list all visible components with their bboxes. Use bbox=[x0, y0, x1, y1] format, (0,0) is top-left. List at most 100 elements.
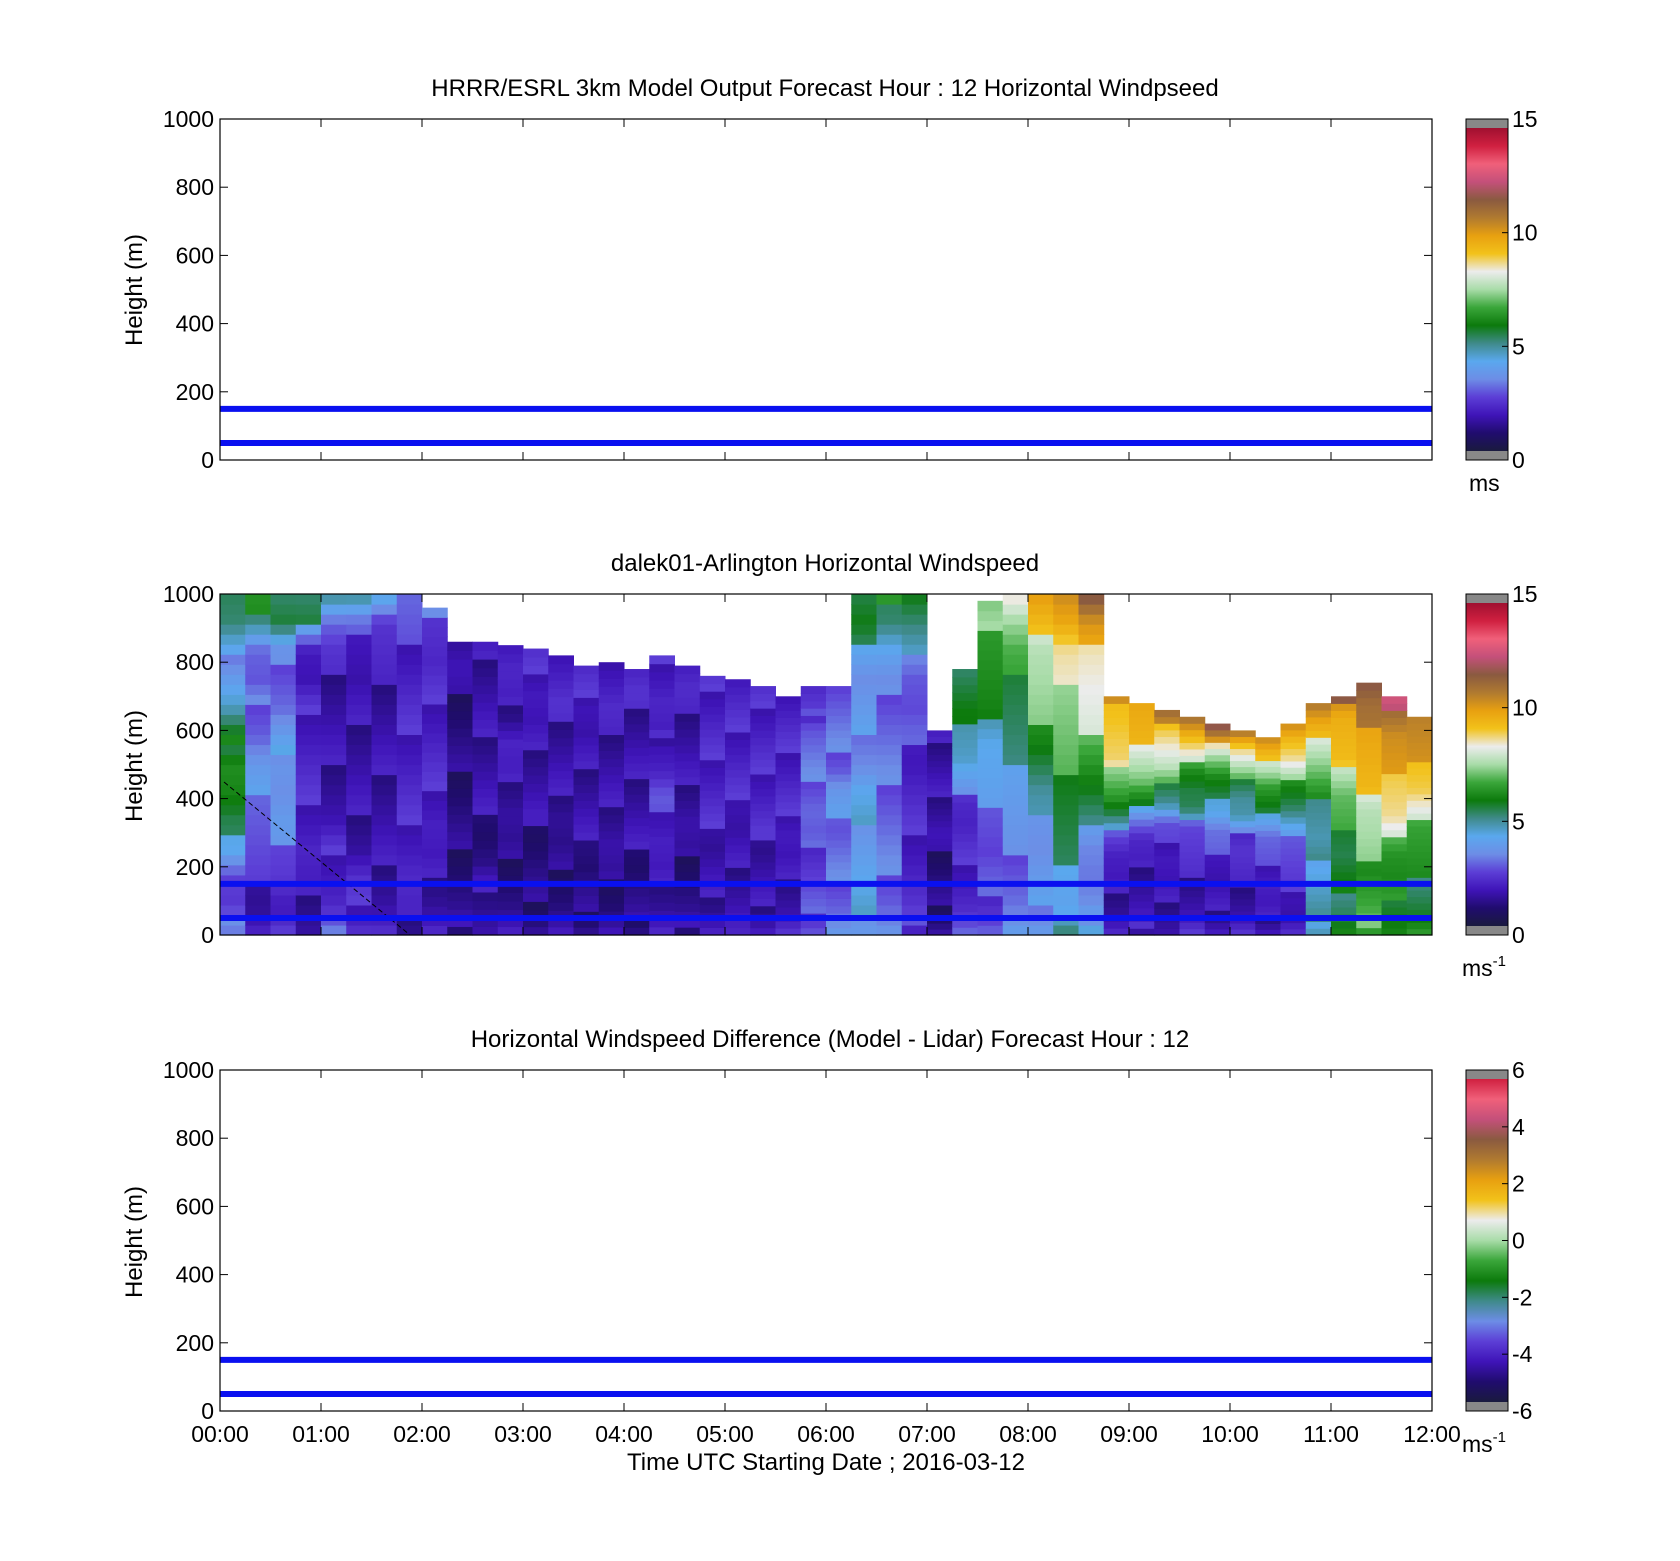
heatmap-cell bbox=[1255, 783, 1281, 791]
heatmap-cell bbox=[472, 641, 499, 651]
heatmap-cell bbox=[649, 737, 675, 747]
heatmap-cell bbox=[598, 830, 625, 840]
heatmap-cell bbox=[977, 797, 1004, 808]
heatmap-cell bbox=[851, 634, 877, 645]
heatmap-cell bbox=[1204, 779, 1231, 787]
heatmap-cell bbox=[295, 734, 322, 746]
panel1-colorbar-overflow-cap bbox=[1466, 119, 1508, 128]
heatmap-cell bbox=[1204, 903, 1231, 911]
heatmap-cell bbox=[952, 778, 978, 787]
heatmap-cell bbox=[1381, 794, 1408, 803]
heatmap-cell bbox=[1103, 696, 1130, 704]
heatmap-cell bbox=[1179, 755, 1206, 763]
heatmap-cell bbox=[1331, 787, 1357, 796]
heatmap-cell bbox=[674, 673, 701, 683]
heatmap-cell bbox=[826, 854, 852, 863]
heatmap-cell bbox=[1204, 798, 1231, 806]
panel3-x-tick-label: 00:00 bbox=[191, 1421, 249, 1447]
heatmap-cell bbox=[548, 869, 574, 879]
heatmap-cell bbox=[371, 764, 398, 776]
heatmap-cell bbox=[321, 874, 347, 886]
heatmap-cell bbox=[699, 729, 726, 738]
heatmap-cell bbox=[270, 924, 297, 936]
heatmap-cell bbox=[1280, 729, 1307, 737]
heatmap-cell bbox=[876, 604, 903, 615]
heatmap-cell bbox=[1078, 864, 1105, 876]
heatmap-cell bbox=[371, 774, 398, 786]
heatmap-cell bbox=[699, 851, 726, 860]
heatmap-cell bbox=[598, 798, 625, 808]
heatmap-cell bbox=[523, 884, 549, 894]
heatmap-cell bbox=[1028, 784, 1054, 796]
heatmap-cell bbox=[800, 708, 827, 716]
heatmap-cell bbox=[321, 754, 347, 766]
heatmap-cell bbox=[422, 742, 448, 753]
heatmap-cell bbox=[876, 614, 903, 625]
heatmap-cell bbox=[371, 834, 398, 846]
heatmap-cell bbox=[826, 759, 852, 768]
heatmap-cell bbox=[750, 810, 776, 819]
heatmap-cell bbox=[220, 694, 246, 705]
heatmap-cell bbox=[1331, 885, 1357, 894]
heatmap-cell bbox=[826, 693, 852, 702]
heatmap-cell bbox=[245, 624, 271, 635]
panel-model-output: HRRR/ESRL 3km Model Output Forecast Hour… bbox=[121, 75, 1538, 496]
heatmap-cell bbox=[447, 719, 473, 729]
heatmap-cell bbox=[851, 624, 877, 635]
heatmap-cell bbox=[1179, 883, 1206, 891]
heatmap-cell bbox=[1129, 798, 1155, 807]
heatmap-cell bbox=[624, 692, 650, 701]
heatmap-cell bbox=[977, 679, 1004, 690]
heatmap-cell bbox=[371, 744, 398, 756]
heatmap-cell bbox=[573, 903, 600, 912]
heatmap-cell bbox=[497, 790, 524, 800]
heatmap-cell bbox=[346, 794, 372, 806]
heatmap-cell bbox=[1129, 791, 1155, 800]
heatmap-cell bbox=[295, 764, 322, 776]
heatmap-cell bbox=[573, 776, 600, 786]
heatmap-cell bbox=[1103, 808, 1130, 817]
panel1-colorbar-gradient bbox=[1466, 128, 1508, 451]
heatmap-cell bbox=[952, 739, 978, 748]
heatmap-cell bbox=[1078, 774, 1105, 786]
heatmap-cell bbox=[1179, 851, 1206, 859]
heatmap-cell bbox=[952, 872, 978, 881]
panel3-x-tick-label: 11:00 bbox=[1303, 1421, 1359, 1447]
heatmap-cell bbox=[775, 752, 802, 761]
heatmap-cell bbox=[220, 804, 246, 816]
heatmap-cell bbox=[220, 734, 246, 746]
heatmap-cell bbox=[497, 798, 524, 808]
heatmap-cell bbox=[1002, 714, 1029, 725]
heatmap-cell bbox=[927, 760, 953, 768]
heatmap-cell bbox=[497, 866, 524, 876]
heatmap-cell bbox=[750, 832, 776, 841]
heatmap-cell bbox=[1305, 839, 1332, 847]
heatmap-cell bbox=[422, 694, 448, 705]
heatmap-cell bbox=[598, 766, 625, 776]
heatmap-cell bbox=[1154, 769, 1180, 777]
heatmap-cell bbox=[598, 734, 625, 744]
heatmap-cell bbox=[750, 905, 776, 914]
heatmap-cell bbox=[371, 604, 398, 615]
heatmap-cell bbox=[1053, 894, 1079, 906]
heatmap-cell bbox=[472, 727, 499, 738]
heatmap-cell bbox=[497, 773, 524, 783]
heatmap-cell bbox=[220, 824, 246, 836]
panel3-colorbar-unit: ms-1 bbox=[1462, 1429, 1506, 1457]
heatmap-cell bbox=[1028, 714, 1054, 725]
panel3-x-tick-label: 02:00 bbox=[393, 1421, 451, 1447]
panel2-title: dalek01-Arlington Horizontal Windspeed bbox=[611, 550, 1039, 577]
heatmap-cell bbox=[1331, 843, 1357, 852]
heatmap-cell bbox=[548, 688, 574, 698]
heatmap-cell bbox=[270, 904, 297, 916]
heatmap-cell bbox=[1053, 784, 1079, 796]
heatmap-cell bbox=[1255, 824, 1281, 831]
heatmap-cell bbox=[826, 832, 852, 841]
heatmap-cell bbox=[1053, 804, 1079, 816]
heatmap-cell bbox=[851, 694, 877, 705]
heatmap-cell bbox=[1028, 684, 1054, 695]
heatmap-cell bbox=[573, 681, 600, 690]
heatmap-cell bbox=[1356, 801, 1382, 810]
heatmap-cell bbox=[573, 855, 600, 865]
heatmap-cell bbox=[1280, 897, 1307, 905]
